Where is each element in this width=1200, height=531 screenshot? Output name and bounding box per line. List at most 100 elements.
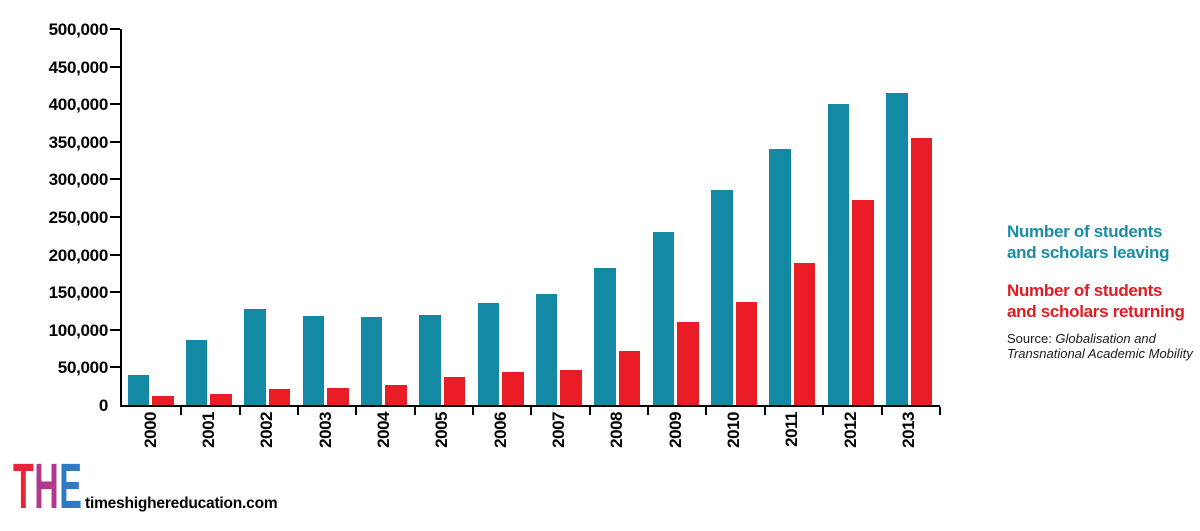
source-prefix: Source: (1007, 331, 1056, 346)
x-year-label: 2011 (767, 412, 817, 462)
x-year-label: 2001 (184, 412, 234, 462)
x-year-label-text: 2001 (198, 412, 218, 448)
website-text[interactable]: timeshighereducation.com (85, 495, 278, 512)
x-year-label-text: 2009 (665, 412, 685, 448)
y-tick-label: 0 (98, 396, 108, 415)
bar-leaving-2005 (419, 314, 441, 405)
y-tick-label: 400,000 (48, 95, 109, 115)
legend-leaving: Number of students and scholars leaving (1007, 221, 1192, 263)
bar-leaving-2012 (827, 104, 850, 405)
bar-returning-2006 (502, 371, 524, 405)
bar-leaving-2007 (535, 294, 558, 405)
x-year-label: 2003 (301, 412, 351, 462)
x-tick (530, 407, 533, 415)
y-tick (110, 103, 120, 106)
x-year-label-text: 2008 (607, 412, 627, 448)
y-tick (110, 178, 120, 181)
logo-letter-e: E (59, 450, 83, 522)
y-tick-label: 200,000 (48, 245, 109, 265)
x-axis-line (120, 405, 940, 407)
x-tick (238, 407, 241, 415)
x-year-label-text: 2002 (257, 412, 277, 448)
x-year-label-text: 2012 (840, 412, 860, 448)
y-tick (110, 291, 120, 294)
y-tick-label: 300,000 (48, 170, 109, 190)
bar-leaving-2010 (711, 189, 733, 405)
y-tick (110, 366, 120, 369)
bar-returning-2002 (268, 389, 291, 405)
bar-returning-2008 (618, 350, 641, 405)
x-year-label: 2007 (534, 412, 584, 462)
legend-returning-line1: Number of students (1007, 281, 1163, 300)
x-year-label: 2010 (709, 412, 759, 462)
x-tick (880, 407, 883, 415)
bar-leaving-2003 (302, 315, 325, 405)
x-year-label-text: 2011 (782, 412, 802, 447)
y-tick (110, 328, 120, 331)
legend-returning: Number of students and scholars returnin… (1007, 280, 1192, 322)
y-tick-label: 150,000 (48, 283, 109, 303)
bar-leaving-2008 (594, 268, 616, 405)
bar-leaving-2013 (886, 92, 908, 405)
x-year-label-text: 2000 (140, 412, 160, 448)
x-tick (705, 407, 708, 415)
bar-leaving-2011 (769, 148, 791, 405)
bar-returning-2010 (735, 301, 757, 405)
x-year-label-text: 2013 (899, 412, 919, 448)
x-tick (763, 407, 766, 415)
bar-chart-plot: 500,000 450,000 400,000 350,000 300,000 250,0… (48, 20, 941, 462)
x-tick (588, 407, 591, 415)
x-year-label-text: 2003 (315, 412, 335, 448)
logo-letter-h: H (34, 450, 60, 522)
x-year-label: 2006 (476, 412, 526, 462)
bar-returning-2011 (793, 262, 816, 405)
x-tick (413, 407, 416, 415)
y-tick-label: 500,000 (48, 20, 109, 39)
bar-leaving-2009 (652, 232, 675, 405)
x-tick (822, 407, 825, 415)
legend-returning-line2: and scholars returning (1007, 302, 1185, 321)
y-tick-label: 100,000 (48, 320, 109, 340)
x-year-label-text: 2004 (373, 412, 393, 448)
x-year-label: 2002 (242, 412, 292, 462)
x-year-label-text: 2010 (724, 412, 743, 448)
y-tick-label: 50,000 (57, 358, 109, 378)
logo-letter-t: T (13, 450, 35, 522)
x-year-label: 2005 (417, 412, 467, 462)
bar-returning-2003 (327, 387, 349, 405)
y-tick-label: 350,000 (48, 132, 109, 152)
source-note: Source: Globalisation and Transnational … (1007, 331, 1199, 361)
x-year-label: 2009 (651, 412, 701, 462)
legend-leaving-line2: and scholars leaving (1007, 243, 1170, 262)
x-tick (180, 407, 183, 415)
x-year-label-text: 2007 (548, 412, 568, 448)
y-tick (110, 216, 120, 218)
x-year-label: 2012 (826, 412, 876, 462)
x-year-label: 2004 (359, 412, 409, 462)
bar-leaving-2000 (127, 374, 149, 405)
bar-returning-2000 (152, 395, 174, 405)
x-year-label-text: 2006 (490, 412, 510, 448)
bar-leaving-2001 (185, 339, 208, 405)
x-tick (472, 407, 475, 415)
y-axis-line (120, 29, 122, 407)
bar-leaving-2004 (360, 317, 383, 405)
y-tick-label: 250,000 (48, 208, 109, 227)
x-tick (355, 407, 358, 415)
bar-leaving-2002 (244, 309, 266, 405)
y-tick (110, 28, 120, 30)
x-tick (647, 407, 650, 415)
x-year-label: 2000 (126, 412, 176, 462)
bar-returning-2001 (210, 393, 232, 405)
y-tick (110, 253, 120, 256)
y-tick (110, 140, 120, 143)
x-tick (297, 407, 299, 415)
x-tick (938, 407, 941, 415)
bar-leaving-2006 (477, 302, 500, 405)
source-title: Globalisation and Transnational Academic… (1007, 331, 1193, 361)
bar-returning-2005 (443, 377, 466, 405)
y-tick (110, 65, 120, 68)
legend-leaving-line1: Number of students (1007, 222, 1163, 241)
x-year-label: 2008 (592, 412, 642, 462)
